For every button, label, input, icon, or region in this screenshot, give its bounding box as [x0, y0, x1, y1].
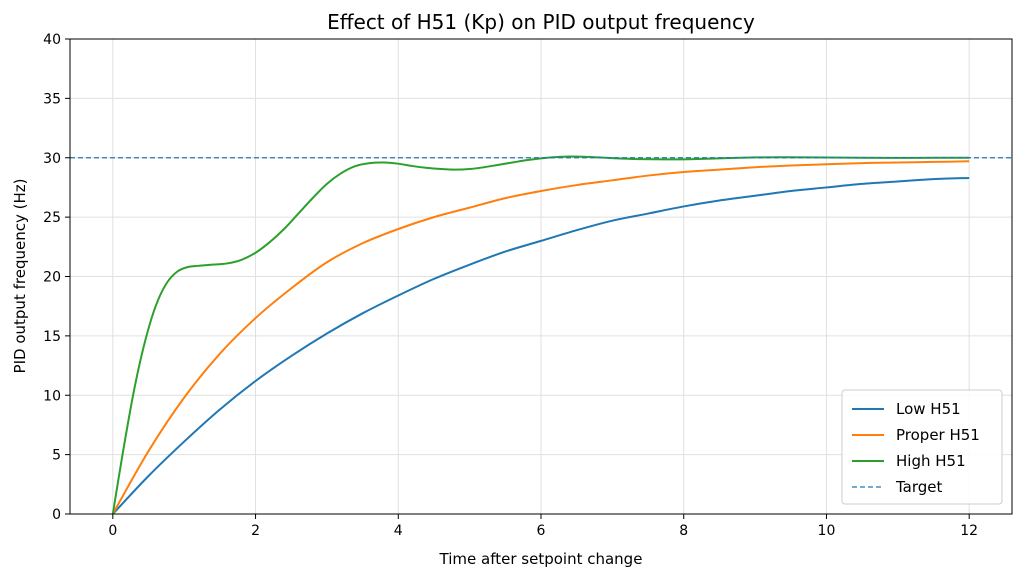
y-tick-label: 25 — [43, 210, 61, 226]
legend-label-low-h51: Low H51 — [896, 400, 961, 418]
x-tick-label: 6 — [537, 523, 546, 539]
y-tick-label: 10 — [43, 388, 61, 404]
y-axis: 0 5 10 15 20 25 30 35 40 — [43, 32, 70, 523]
y-tick-label: 5 — [52, 448, 61, 464]
y-tick-label: 30 — [43, 151, 61, 167]
legend: Low H51 Proper H51 High H51 Target — [841, 389, 1003, 505]
x-axis: 0 2 4 6 8 10 12 — [108, 514, 978, 539]
series-line-low-h51 — [112, 176, 970, 515]
x-axis-title: Time after setpoint change — [439, 550, 643, 568]
legend-label-proper-h51: Proper H51 — [896, 426, 980, 444]
x-tick-label: 10 — [818, 523, 836, 539]
series-line-high-h51 — [111, 155, 970, 515]
y-tick-label: 40 — [43, 32, 61, 48]
legend-box — [841, 389, 1003, 505]
y-tick-label: 0 — [52, 507, 61, 523]
x-tick-label: 4 — [394, 523, 403, 539]
series-line-proper-h51 — [111, 160, 970, 515]
y-tick-label: 20 — [43, 270, 61, 286]
x-tick-label: 8 — [679, 523, 688, 539]
series-group — [70, 155, 1012, 515]
y-tick-label: 35 — [43, 91, 61, 107]
x-tick-label: 0 — [108, 523, 117, 539]
legend-label-target: Target — [895, 478, 943, 496]
y-axis-title: PID output frequency (Hz) — [11, 179, 29, 374]
legend-label-high-h51: High H51 — [896, 452, 966, 470]
x-tick-label: 2 — [251, 523, 260, 539]
chart-title: Effect of H51 (Kp) on PID output frequen… — [327, 10, 755, 34]
x-tick-label: 12 — [960, 523, 978, 539]
y-tick-label: 15 — [43, 329, 61, 345]
